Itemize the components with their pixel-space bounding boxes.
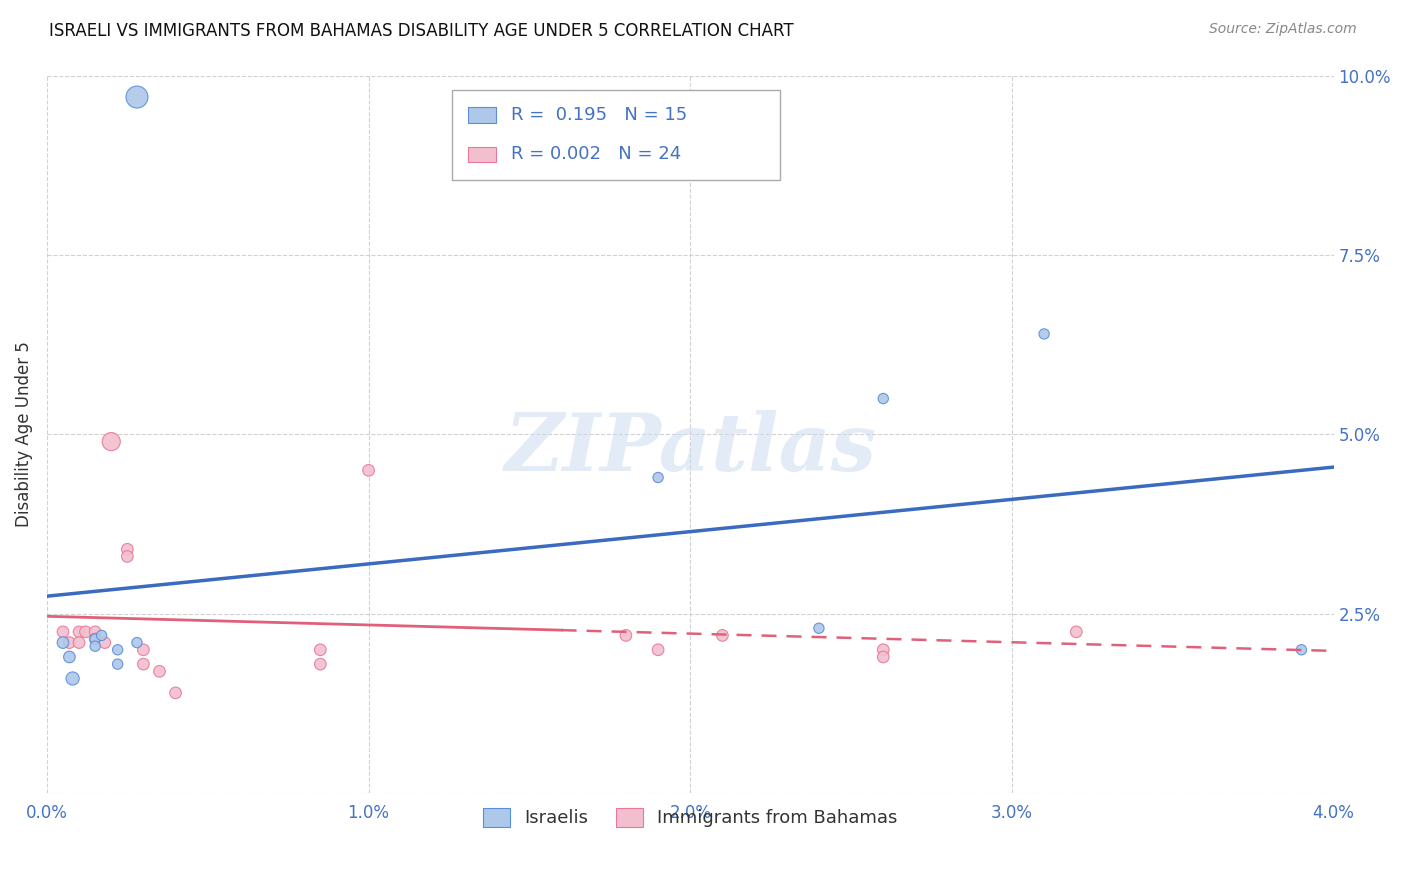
Point	[148, 665, 170, 679]
Point	[107, 657, 129, 672]
Text: ZIPatlas: ZIPatlas	[505, 410, 876, 488]
Legend: Israelis, Immigrants from Bahamas: Israelis, Immigrants from Bahamas	[475, 801, 904, 835]
Point	[84, 632, 107, 646]
Point	[309, 642, 332, 657]
Point	[117, 549, 139, 564]
Point	[84, 624, 107, 639]
Point	[872, 642, 894, 657]
Point	[75, 624, 97, 639]
Point	[84, 632, 107, 646]
Point	[52, 624, 75, 639]
Text: Source: ZipAtlas.com: Source: ZipAtlas.com	[1209, 22, 1357, 37]
FancyBboxPatch shape	[468, 146, 496, 162]
Point	[132, 657, 155, 672]
Point	[1291, 642, 1313, 657]
Text: R = 0.002   N = 24: R = 0.002 N = 24	[512, 145, 682, 163]
Point	[67, 635, 90, 649]
Point	[107, 642, 129, 657]
Point	[357, 463, 380, 477]
Point	[132, 642, 155, 657]
Point	[125, 635, 148, 649]
Point	[125, 90, 148, 104]
Point	[62, 672, 84, 686]
Point	[117, 542, 139, 557]
Point	[58, 650, 80, 665]
Point	[807, 621, 830, 635]
Point	[58, 635, 80, 649]
Point	[1033, 326, 1056, 341]
Y-axis label: Disability Age Under 5: Disability Age Under 5	[15, 342, 32, 527]
Point	[90, 628, 112, 642]
FancyBboxPatch shape	[453, 90, 780, 179]
Point	[614, 628, 637, 642]
Text: ISRAELI VS IMMIGRANTS FROM BAHAMAS DISABILITY AGE UNDER 5 CORRELATION CHART: ISRAELI VS IMMIGRANTS FROM BAHAMAS DISAB…	[49, 22, 794, 40]
Text: R =  0.195   N = 15: R = 0.195 N = 15	[512, 106, 688, 124]
Point	[711, 628, 734, 642]
Point	[84, 639, 107, 653]
Point	[647, 470, 669, 484]
Point	[309, 657, 332, 672]
Point	[647, 642, 669, 657]
Point	[100, 434, 122, 449]
Point	[872, 392, 894, 406]
FancyBboxPatch shape	[468, 107, 496, 123]
Point	[67, 624, 90, 639]
Point	[872, 650, 894, 665]
Point	[1064, 624, 1087, 639]
Point	[52, 635, 75, 649]
Point	[94, 635, 117, 649]
Point	[165, 686, 187, 700]
